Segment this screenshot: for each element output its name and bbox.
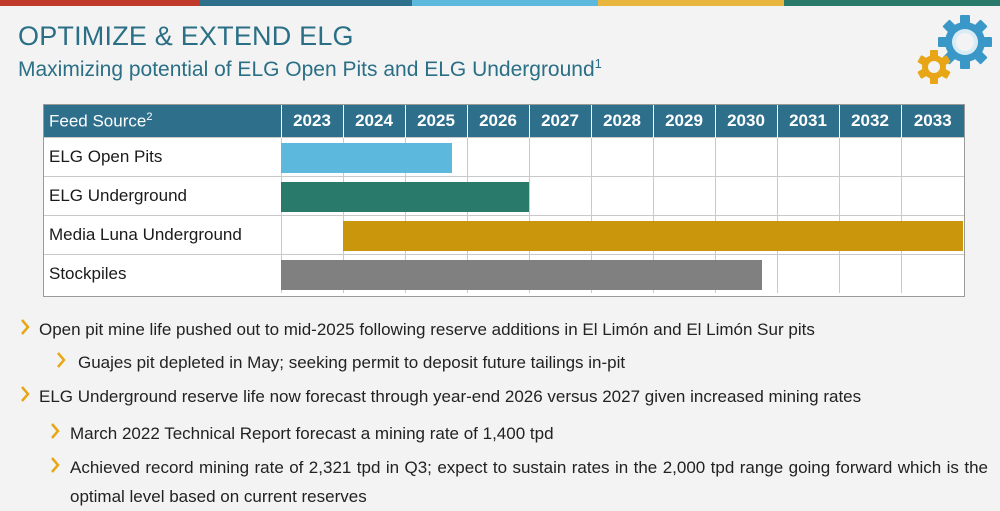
top-bar-segment-yellow [598,0,784,6]
bar-stockpiles [281,260,762,290]
year-header: 2030 [715,105,778,138]
year-header: 2026 [467,105,530,138]
year-header: 2025 [405,105,468,138]
year-header: 2024 [343,105,406,138]
table-row: ELG Open Pits [44,137,964,177]
small-gear-icon [917,50,951,84]
top-bar-segment-red [0,0,200,6]
row-label-media-luna-underground: Media Luna Underground [44,215,282,255]
year-header: 2028 [591,105,654,138]
sub-bullet-item: Achieved record mining rate of 2,321 tpd… [70,458,988,506]
subtitle-footnote: 1 [594,56,602,71]
top-color-bar [0,0,1000,6]
row-label-elg-underground: ELG Underground [44,176,282,216]
bar-elg-underground [281,182,529,212]
row-label-elg-open-pits: ELG Open Pits [44,137,282,177]
row-label-stockpiles: Stockpiles [44,254,282,293]
year-header: 2032 [839,105,902,138]
bar-elg-open-pits [281,143,452,173]
bullet-arrow-icon [21,386,30,402]
year-header: 2029 [653,105,716,138]
year-header: 2023 [281,105,344,138]
bullet-item: ELG Underground reserve life now forecas… [39,387,862,406]
bar-media-luna-underground [343,221,963,251]
top-bar-segment-blue [200,0,412,6]
feed-source-footnote: 2 [146,110,153,123]
feed-source-label: Feed Source [49,111,147,131]
feed-source-header: Feed Source2 [44,105,282,138]
bullet-arrow-icon [21,319,30,335]
subtitle-text: Maximizing potential of ELG Open Pits an… [18,58,595,81]
large-gear-icon [938,15,992,69]
bullet-arrow-icon [51,457,60,473]
feed-source-timeline-table: Feed Source2 2023 2024 2025 2026 2027 20… [43,104,965,297]
bullet-arrow-icon [57,352,66,368]
page-subtitle: Maximizing potential of ELG Open Pits an… [18,56,602,82]
year-header: 2027 [529,105,592,138]
year-header: 2033 [901,105,964,138]
bullet-arrow-icon [51,423,60,439]
year-header: 2031 [777,105,840,138]
page-title: OPTIMIZE & EXTEND ELG [18,21,354,51]
top-bar-segment-teal [784,0,1000,6]
sub-bullet-item: March 2022 Technical Report forecast a m… [70,424,554,443]
sub-bullet-item: Guajes pit depleted in May; seeking perm… [78,353,626,372]
bullet-item: Open pit mine life pushed out to mid-202… [39,320,815,339]
top-bar-segment-light-blue [412,0,598,6]
gears-icon [917,15,992,84]
table-header-row: Feed Source2 2023 2024 2025 2026 2027 20… [44,105,964,138]
